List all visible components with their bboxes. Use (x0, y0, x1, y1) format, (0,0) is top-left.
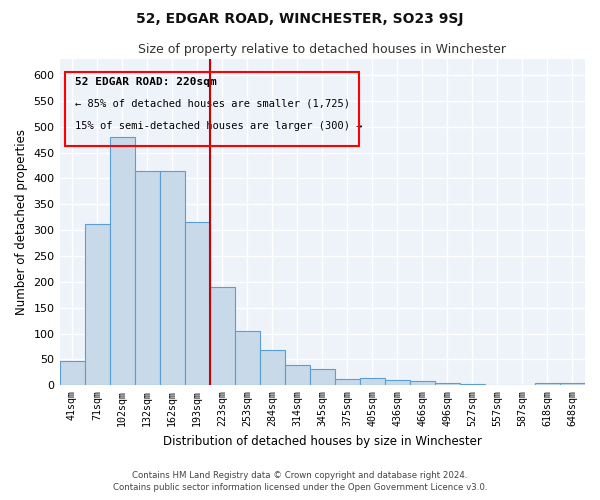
Bar (160, 170, 185, 386)
Text: ← 85% of detached houses are smaller (1,725): ← 85% of detached houses are smaller (1,… (76, 98, 350, 108)
Bar (435, 382, 460, 386)
Y-axis label: Number of detached properties: Number of detached properties (15, 130, 28, 316)
Bar (110, 137, 134, 386)
Bar (310, 370, 335, 386)
Text: 15% of semi-detached houses are larger (300) →: 15% of semi-detached houses are larger (… (76, 122, 363, 132)
Text: 52 EDGAR ROAD: 220sqm: 52 EDGAR ROAD: 220sqm (76, 78, 217, 88)
Bar (209, 286, 235, 386)
Bar (235, 331, 260, 386)
Bar (260, 350, 285, 386)
Text: 52, EDGAR ROAD, WINCHESTER, SO23 9SJ: 52, EDGAR ROAD, WINCHESTER, SO23 9SJ (136, 12, 464, 26)
Bar (535, 382, 560, 386)
Bar (410, 381, 435, 386)
Bar (134, 170, 160, 386)
Bar (385, 380, 410, 386)
Bar (360, 378, 385, 386)
Title: Size of property relative to detached houses in Winchester: Size of property relative to detached ho… (138, 42, 506, 56)
Bar (285, 364, 310, 386)
Bar (185, 222, 209, 386)
Bar (460, 384, 485, 386)
Bar (485, 385, 510, 386)
Bar (560, 382, 585, 386)
Text: Contains HM Land Registry data © Crown copyright and database right 2024.
Contai: Contains HM Land Registry data © Crown c… (113, 471, 487, 492)
X-axis label: Distribution of detached houses by size in Winchester: Distribution of detached houses by size … (163, 434, 482, 448)
Bar (85, 224, 110, 386)
Bar (335, 378, 360, 386)
Bar (59, 361, 85, 386)
